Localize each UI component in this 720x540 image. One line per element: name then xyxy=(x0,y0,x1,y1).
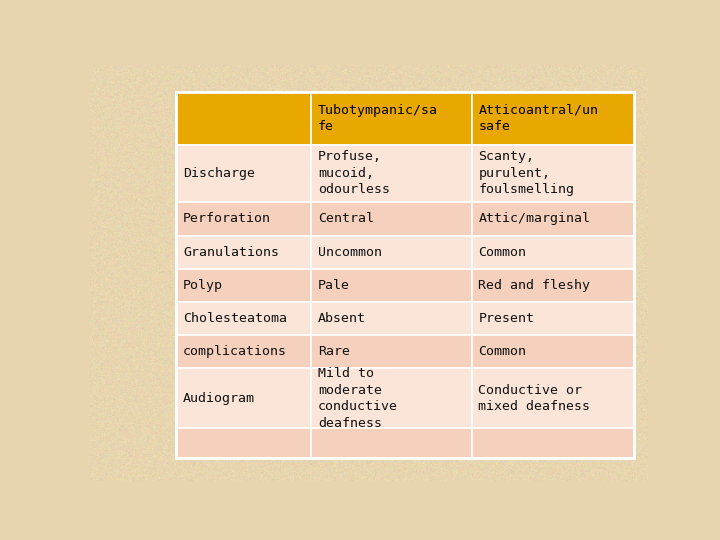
Text: Cholesteatoma: Cholesteatoma xyxy=(183,312,287,325)
Bar xyxy=(176,92,634,458)
Bar xyxy=(176,428,312,458)
Bar xyxy=(312,428,472,458)
Bar xyxy=(472,237,634,269)
Text: Perforation: Perforation xyxy=(183,212,271,226)
Text: Conductive or
mixed deafness: Conductive or mixed deafness xyxy=(478,383,590,413)
Text: Common: Common xyxy=(478,345,526,358)
Bar xyxy=(312,335,472,368)
Text: complications: complications xyxy=(183,345,287,358)
Bar xyxy=(472,269,634,302)
Bar xyxy=(312,92,472,145)
Bar xyxy=(472,201,634,237)
Bar xyxy=(176,269,312,302)
Bar xyxy=(472,302,634,335)
Bar xyxy=(472,145,634,201)
Text: Tubotympanic/sa
fe: Tubotympanic/sa fe xyxy=(318,104,438,133)
Text: Atticoantral/un
safe: Atticoantral/un safe xyxy=(478,104,598,133)
Bar xyxy=(472,428,634,458)
Bar xyxy=(176,302,312,335)
Bar xyxy=(176,92,312,145)
Text: Red and fleshy: Red and fleshy xyxy=(478,279,590,292)
Text: Present: Present xyxy=(478,312,534,325)
Bar xyxy=(472,92,634,145)
Bar xyxy=(312,145,472,201)
Text: Attic/marginal: Attic/marginal xyxy=(478,212,590,226)
Text: Mild to
moderate
conductive
deafness: Mild to moderate conductive deafness xyxy=(318,367,398,429)
Bar xyxy=(472,368,634,428)
Text: Scanty,
purulent,
foulsmelling: Scanty, purulent, foulsmelling xyxy=(478,150,575,196)
Text: Rare: Rare xyxy=(318,345,350,358)
Text: Polyp: Polyp xyxy=(183,279,223,292)
Bar xyxy=(176,368,312,428)
Bar xyxy=(472,335,634,368)
Text: Central: Central xyxy=(318,212,374,226)
Bar xyxy=(312,201,472,237)
Bar xyxy=(176,335,312,368)
Text: Absent: Absent xyxy=(318,312,366,325)
Bar xyxy=(176,145,312,201)
Text: Profuse,
mucoid,
odourless: Profuse, mucoid, odourless xyxy=(318,150,390,196)
Bar xyxy=(176,201,312,237)
Bar xyxy=(312,368,472,428)
Bar xyxy=(176,237,312,269)
Bar xyxy=(312,302,472,335)
Text: Pale: Pale xyxy=(318,279,350,292)
Text: Discharge: Discharge xyxy=(183,167,255,180)
Text: Common: Common xyxy=(478,246,526,259)
Text: Uncommon: Uncommon xyxy=(318,246,382,259)
Text: Granulations: Granulations xyxy=(183,246,279,259)
Bar xyxy=(312,269,472,302)
Text: Audiogram: Audiogram xyxy=(183,392,255,405)
Bar xyxy=(312,237,472,269)
